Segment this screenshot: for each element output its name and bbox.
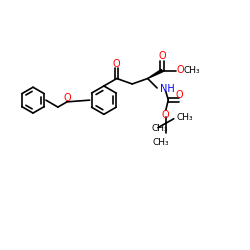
Text: CH₃: CH₃ (184, 66, 200, 75)
Text: CH₃: CH₃ (151, 124, 168, 133)
Text: O: O (177, 65, 184, 75)
Text: NH: NH (160, 84, 175, 94)
Polygon shape (148, 69, 163, 78)
Text: O: O (158, 52, 166, 62)
Text: O: O (113, 59, 120, 69)
Text: CH₃: CH₃ (152, 138, 169, 147)
Text: O: O (63, 93, 71, 103)
Text: O: O (176, 90, 183, 100)
Text: CH₃: CH₃ (176, 113, 193, 122)
Text: O: O (162, 110, 169, 120)
